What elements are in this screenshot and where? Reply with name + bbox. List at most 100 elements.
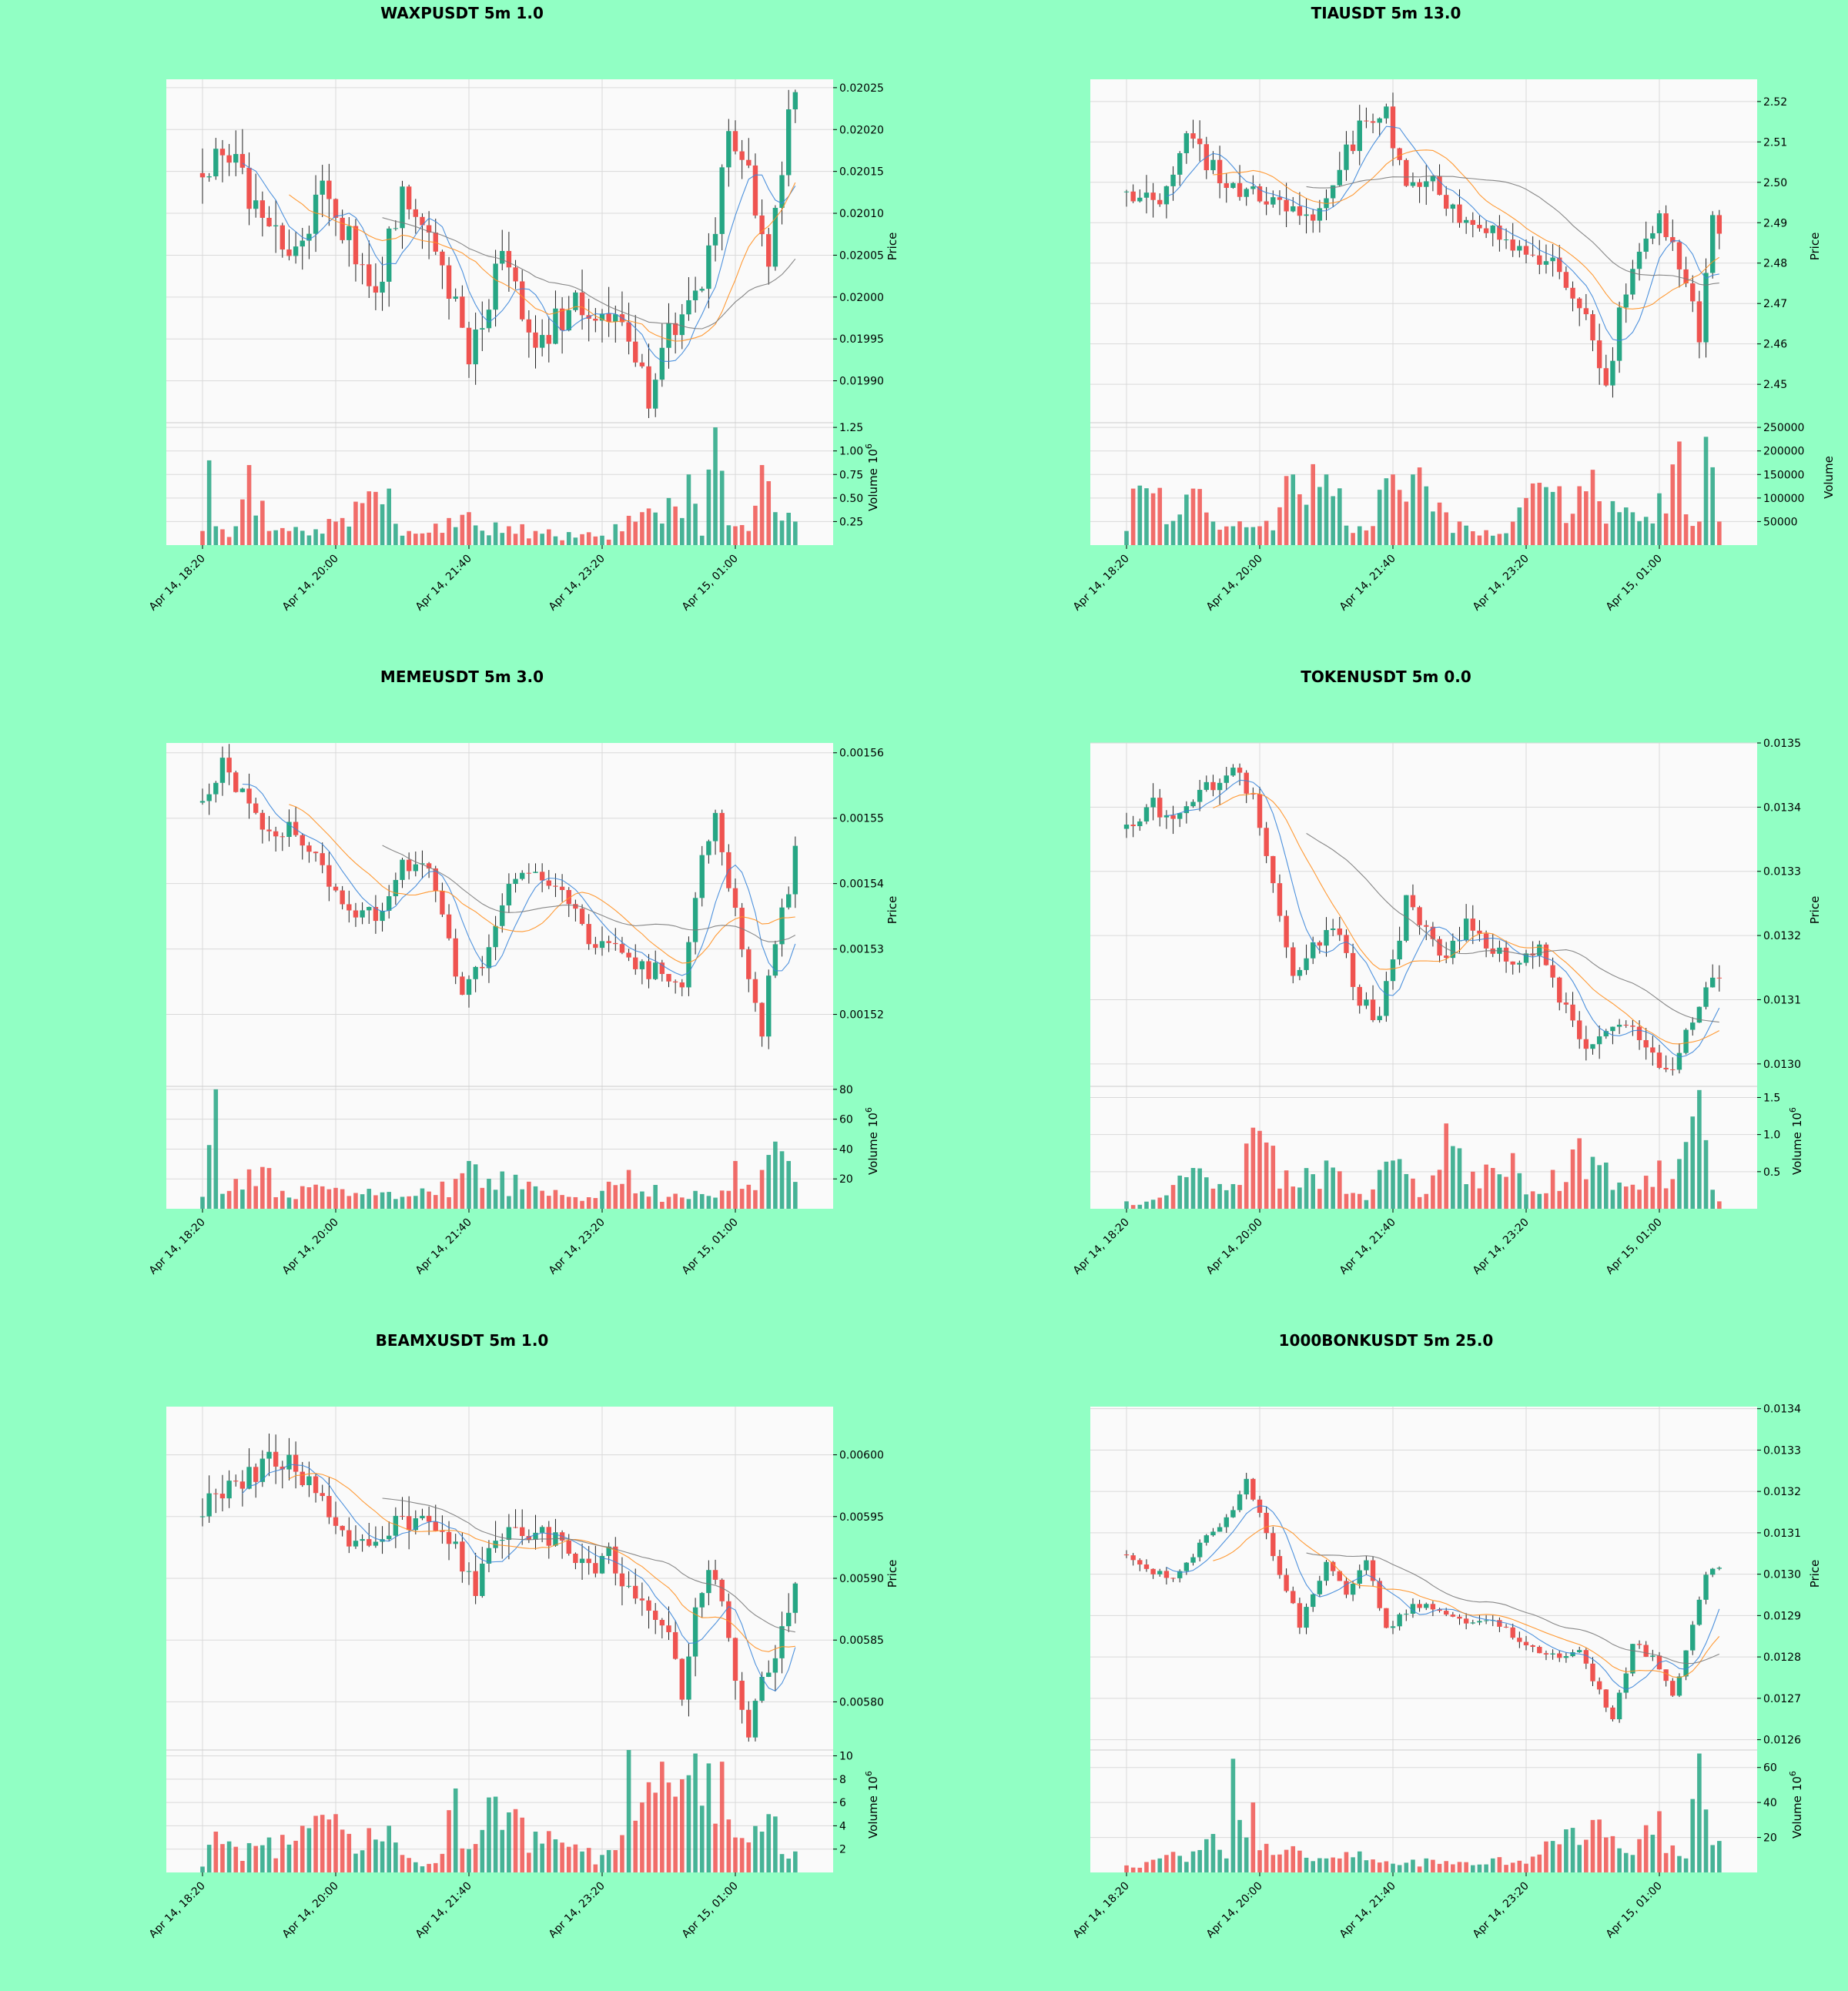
volume-bar [1357, 526, 1362, 545]
volume-bar [1617, 512, 1622, 545]
volume-bar [300, 1186, 305, 1209]
candle [393, 872, 399, 905]
volume-bar [280, 1190, 285, 1209]
candle [1370, 113, 1376, 134]
price-tick-label: 0.0130 [1763, 1059, 1801, 1071]
candle [1250, 1477, 1256, 1501]
candle [1463, 216, 1469, 234]
x-tick-label: Apr 14, 20:00 [1204, 1216, 1265, 1277]
chart-title: MEMEUSDT 5m 3.0 [380, 668, 544, 686]
candle [539, 319, 545, 356]
candle [293, 806, 299, 837]
volume-bar [1157, 1858, 1163, 1872]
volume-bar [640, 1191, 644, 1209]
volume-bar [326, 519, 332, 545]
volume-bar [1170, 1185, 1176, 1209]
price-tick-label: 0.0134 [1763, 1404, 1801, 1416]
volume-bar [633, 1820, 638, 1872]
candle [786, 1593, 792, 1632]
candle [1690, 1621, 1696, 1655]
volume-bar [1324, 474, 1329, 545]
candle [1437, 936, 1442, 963]
volume-bar [1224, 526, 1229, 545]
volume-bar [1437, 1170, 1442, 1209]
candle [206, 1475, 212, 1523]
price-tick-label: 2.45 [1763, 379, 1787, 391]
volume-bar [1471, 1865, 1475, 1872]
volume-bar [226, 1190, 232, 1209]
candle [666, 303, 671, 369]
candle [1344, 929, 1349, 959]
candle [1583, 293, 1589, 320]
volume-bar [1550, 1841, 1555, 1872]
candle [1656, 1044, 1662, 1069]
volume-bar [420, 1188, 425, 1209]
candle [1424, 920, 1429, 941]
candle [1557, 976, 1562, 1011]
candle [1417, 905, 1422, 935]
candle [373, 263, 379, 310]
volume-bar [1317, 1858, 1322, 1872]
volume-bar [1683, 514, 1689, 545]
volume-bar [1337, 1858, 1342, 1872]
candle [1557, 245, 1562, 279]
candle [1716, 965, 1722, 992]
volume-bar [660, 1201, 665, 1209]
volume-tick-label: 0.50 [839, 493, 863, 505]
x-tick-label: Apr 14, 20:00 [280, 1216, 341, 1277]
volume-bar [1617, 1182, 1622, 1209]
candle [573, 289, 578, 313]
volume-tick-label: 1.5 [1763, 1092, 1780, 1104]
volume-bar [1164, 1195, 1169, 1209]
volume-bar [260, 500, 265, 545]
candle [286, 1437, 292, 1481]
volume-bar [373, 1195, 378, 1209]
candle [766, 969, 772, 1049]
candle [1284, 910, 1289, 959]
candle [1570, 281, 1575, 312]
volume-bar [520, 1817, 524, 1872]
volume-bar [1557, 1844, 1562, 1872]
volume-bar [1417, 1866, 1422, 1872]
volume-axis-label: Volume106 [864, 443, 880, 511]
candle [1696, 1596, 1702, 1626]
volume-bar [420, 1866, 425, 1872]
volume-bar [593, 1864, 598, 1872]
candle [253, 173, 259, 218]
ma-line-mid [289, 804, 795, 964]
candle [613, 1537, 618, 1586]
volume-bar [1324, 1858, 1329, 1872]
candle [1517, 1631, 1522, 1648]
candle [539, 1525, 545, 1543]
ma-line-short [242, 783, 796, 976]
ma-line-long [382, 845, 796, 942]
candle [706, 1560, 711, 1605]
x-tick-label: Apr 14, 21:40 [1337, 553, 1398, 614]
candle [367, 240, 372, 298]
volume-bar [1371, 1189, 1375, 1209]
candle [686, 1643, 691, 1717]
ma-line-long [1306, 832, 1719, 1023]
volume-bar [1610, 1190, 1615, 1209]
candle [306, 226, 312, 259]
candle [639, 959, 645, 985]
candle [1204, 1534, 1209, 1546]
volume-bar [1444, 1123, 1448, 1209]
candle [1630, 1019, 1635, 1036]
volume-bar [1643, 1825, 1649, 1872]
volume-bar [613, 524, 618, 545]
candle [792, 89, 798, 123]
volume-bar [1170, 520, 1176, 545]
volume-bar [1637, 520, 1642, 545]
volume-bar [620, 1835, 624, 1872]
volume-bar [300, 1825, 305, 1872]
candle [1503, 940, 1509, 973]
volume-tick-label: 0.5 [1763, 1166, 1780, 1179]
candle [1137, 189, 1143, 203]
volume-axis: 0.25 0.50 0.75 1.00 1.25 [833, 422, 863, 528]
volume-bar [1137, 1204, 1143, 1209]
candle [553, 873, 558, 898]
volume-bar [1137, 1867, 1143, 1872]
volume-bar [1284, 1170, 1289, 1209]
volume-bar [1464, 1184, 1468, 1209]
